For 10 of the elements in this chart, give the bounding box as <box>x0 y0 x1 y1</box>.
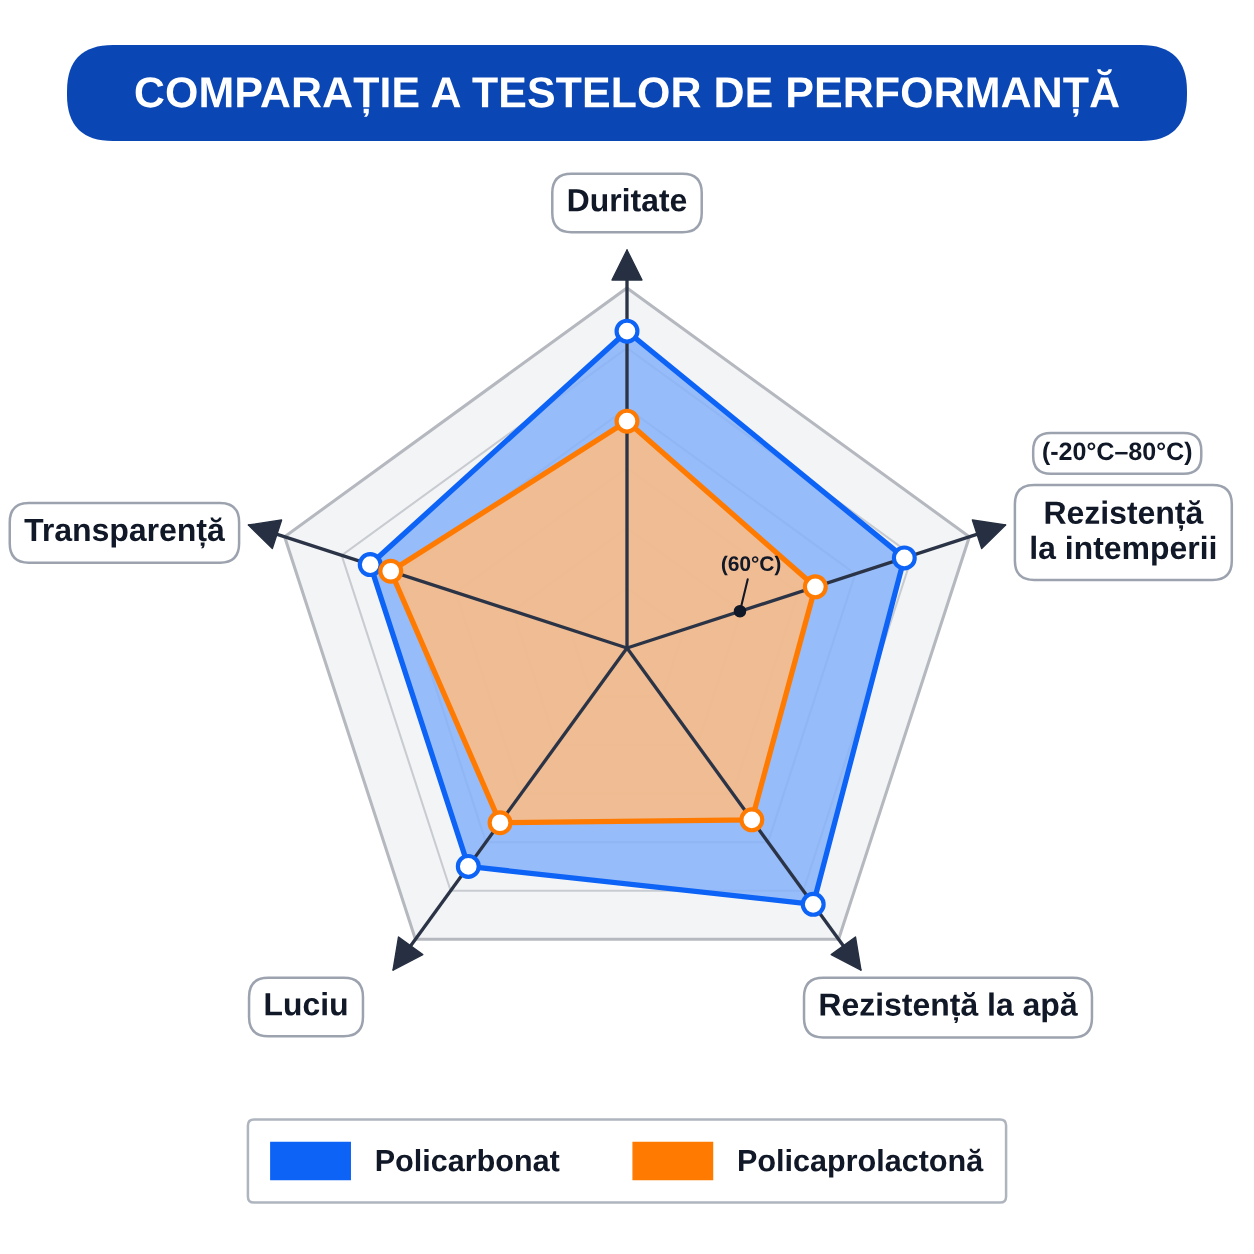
text: (60°C) <box>721 555 781 576</box>
chart-title: COMPARAȚIE A TESTELOR DE PERFORMANȚĂ <box>135 69 1119 117</box>
spoke-label: Rezistență la apă <box>820 992 1078 1024</box>
text: (-20°C–80°C) <box>1043 441 1192 466</box>
spoke-label: Luciu <box>265 992 347 1016</box>
legend-label: Policarbonat <box>376 1148 560 1172</box>
legend-label: Policaprolactonă <box>739 1148 984 1178</box>
spoke-label: Rezistență la intemperii <box>1031 500 1216 566</box>
spoke-label: Duritate <box>568 188 687 212</box>
spoke-label: Transparență <box>24 517 225 549</box>
